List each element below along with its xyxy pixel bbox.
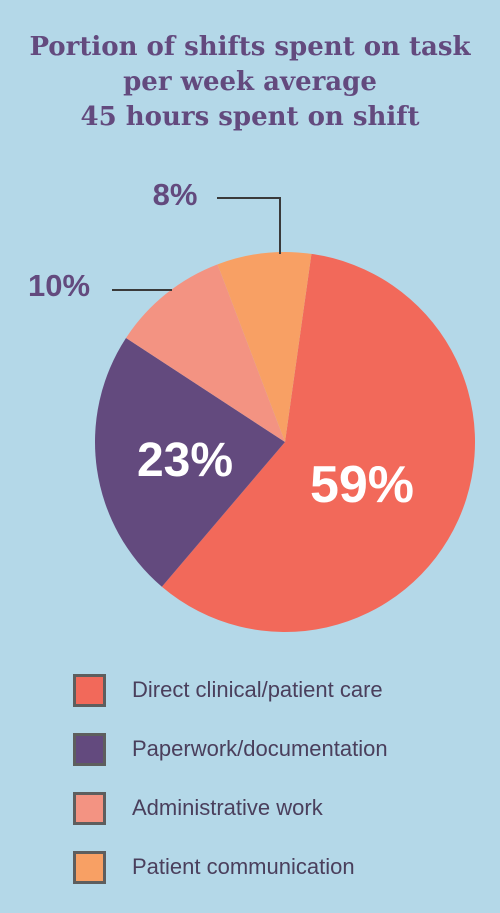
pie-slice-patient-communication — [217, 252, 312, 442]
legend-item-paperwork: Paperwork/documentation — [73, 730, 388, 768]
legend-label: Administrative work — [132, 795, 323, 820]
title-line-3: 45 hours spent on shift — [80, 102, 420, 132]
legend-swatch — [73, 791, 106, 825]
chart-title: Portion of shifts spent on task per week… — [0, 30, 500, 135]
legend-label: Paperwork/documentation — [132, 736, 388, 761]
legend-item-direct-clinical: Direct clinical/patient care — [73, 671, 388, 709]
legend-swatch — [73, 850, 106, 884]
pie-slice-paperwork — [94, 337, 285, 587]
pie-slice-administrative — [126, 264, 285, 442]
legend-swatch — [73, 673, 106, 707]
pie-slices — [94, 252, 476, 633]
leader-lines — [112, 197, 281, 291]
slice-label-administrative: 10% — [28, 268, 90, 303]
title-line-1: Portion of shifts spent on task — [29, 32, 471, 62]
leader-line-patient-communication — [217, 197, 281, 254]
legend-item-patient-communication: Patient communication — [73, 848, 388, 886]
slice-label-direct-clinical: 59% — [310, 456, 414, 514]
title-line-2: per week average — [123, 67, 377, 97]
legend-item-administrative: Administrative work — [73, 789, 388, 827]
slice-label-patient-communication: 8% — [153, 177, 198, 212]
legend-label: Direct clinical/patient care — [132, 677, 383, 702]
chart-legend: Direct clinical/patient care Paperwork/d… — [73, 671, 388, 907]
legend-swatch — [73, 732, 106, 766]
pie-slice-direct-clinical — [161, 253, 476, 633]
slice-label-paperwork: 23% — [137, 434, 233, 487]
slice-labels: 59% 23% 10% 8% — [28, 177, 414, 514]
legend-label: Patient communication — [132, 854, 355, 879]
